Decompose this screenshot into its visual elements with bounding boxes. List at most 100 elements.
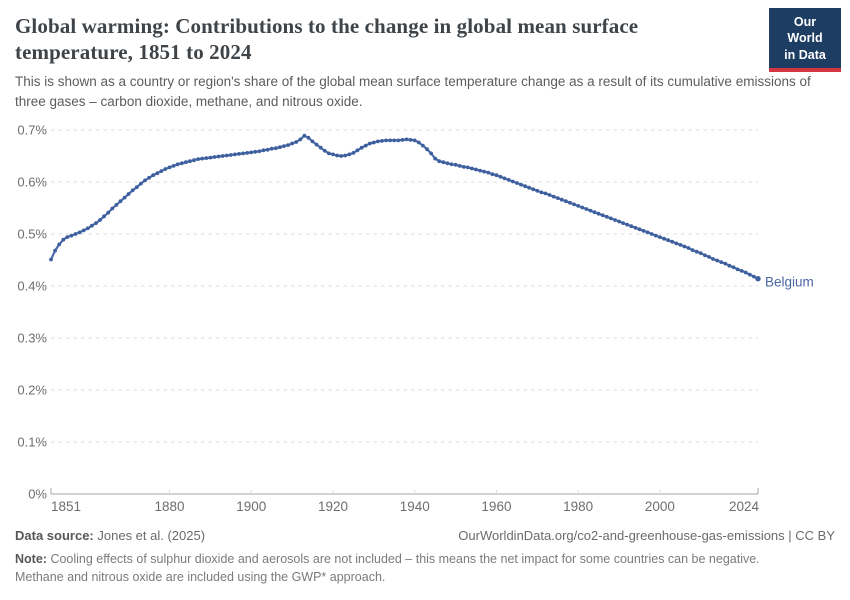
data-point[interactable] bbox=[294, 140, 299, 144]
data-point[interactable] bbox=[609, 216, 613, 221]
data-point[interactable] bbox=[739, 269, 744, 273]
data-point[interactable] bbox=[265, 147, 270, 152]
data-point[interactable] bbox=[273, 146, 278, 151]
data-point[interactable] bbox=[318, 145, 323, 150]
data-point[interactable] bbox=[49, 257, 53, 262]
data-point[interactable] bbox=[506, 178, 511, 182]
attribution-link[interactable]: OurWorldinData.org/co2-and-greenhouse-ga… bbox=[458, 528, 835, 543]
data-point[interactable] bbox=[322, 148, 327, 153]
data-point[interactable] bbox=[151, 173, 156, 178]
data-point[interactable] bbox=[126, 192, 131, 196]
data-point[interactable] bbox=[498, 174, 503, 179]
data-point[interactable] bbox=[314, 142, 319, 147]
data-point[interactable] bbox=[188, 159, 192, 164]
data-point[interactable] bbox=[515, 181, 519, 185]
data-point[interactable] bbox=[453, 162, 458, 167]
data-point[interactable] bbox=[416, 140, 421, 145]
data-point[interactable] bbox=[253, 149, 258, 154]
data-point[interactable] bbox=[727, 263, 732, 268]
data-point[interactable] bbox=[576, 204, 581, 208]
data-point[interactable] bbox=[486, 170, 491, 175]
data-point[interactable] bbox=[85, 226, 90, 231]
data-point[interactable] bbox=[355, 148, 360, 153]
data-point[interactable] bbox=[670, 239, 675, 244]
data-point[interactable] bbox=[278, 145, 282, 150]
data-point[interactable] bbox=[588, 208, 593, 213]
data-point[interactable] bbox=[118, 199, 123, 204]
data-point[interactable] bbox=[102, 214, 106, 219]
data-point[interactable] bbox=[90, 223, 94, 228]
data-point[interactable] bbox=[641, 229, 646, 233]
data-point[interactable] bbox=[421, 143, 425, 148]
data-point[interactable] bbox=[175, 162, 180, 167]
data-point[interactable] bbox=[241, 151, 246, 156]
data-point[interactable] bbox=[731, 265, 736, 270]
data-point[interactable] bbox=[564, 199, 568, 204]
data-point[interactable] bbox=[584, 207, 589, 211]
data-point[interactable] bbox=[114, 203, 119, 207]
data-point[interactable] bbox=[617, 219, 621, 224]
data-point[interactable] bbox=[523, 184, 527, 189]
data-point[interactable] bbox=[233, 152, 237, 157]
data-point[interactable] bbox=[735, 267, 740, 272]
data-point[interactable] bbox=[653, 233, 658, 238]
data-point[interactable] bbox=[302, 133, 307, 138]
data-point[interactable] bbox=[155, 171, 160, 176]
data-point[interactable] bbox=[171, 164, 176, 168]
data-point[interactable] bbox=[384, 138, 388, 143]
data-point[interactable] bbox=[400, 138, 405, 142]
data-point[interactable] bbox=[690, 248, 695, 253]
data-point[interactable] bbox=[192, 158, 196, 163]
data-point[interactable] bbox=[147, 175, 152, 180]
data-point[interactable] bbox=[167, 165, 172, 170]
data-point[interactable] bbox=[208, 155, 213, 160]
data-point[interactable] bbox=[408, 138, 413, 142]
data-point[interactable] bbox=[212, 155, 217, 159]
data-point[interactable] bbox=[433, 156, 438, 161]
data-point[interactable] bbox=[572, 202, 576, 207]
data-point[interactable] bbox=[682, 244, 687, 249]
data-point[interactable] bbox=[404, 137, 409, 142]
data-point[interactable] bbox=[73, 232, 78, 236]
data-point[interactable] bbox=[224, 153, 229, 158]
data-point[interactable] bbox=[367, 141, 372, 146]
data-point[interactable] bbox=[703, 253, 707, 258]
data-point[interactable] bbox=[335, 153, 339, 158]
data-point[interactable] bbox=[531, 187, 536, 192]
data-point[interactable] bbox=[282, 144, 286, 149]
data-point[interactable] bbox=[77, 230, 82, 235]
data-point[interactable] bbox=[286, 143, 290, 148]
data-point[interactable] bbox=[449, 162, 454, 167]
data-point[interactable] bbox=[694, 249, 699, 254]
data-point[interactable] bbox=[200, 156, 205, 161]
series-line-belgium[interactable] bbox=[49, 134, 760, 280]
data-point[interactable] bbox=[306, 135, 311, 140]
data-point[interactable] bbox=[621, 221, 625, 226]
owid-logo[interactable]: Our World in Data bbox=[769, 8, 841, 72]
data-point[interactable] bbox=[559, 197, 564, 202]
data-point[interactable] bbox=[502, 176, 507, 181]
data-point[interactable] bbox=[510, 179, 515, 184]
data-point[interactable] bbox=[396, 138, 401, 143]
data-point[interactable] bbox=[163, 167, 168, 171]
data-point[interactable] bbox=[711, 257, 715, 261]
data-point[interactable] bbox=[551, 194, 556, 199]
data-point[interactable] bbox=[474, 167, 478, 172]
data-point[interactable] bbox=[547, 193, 552, 197]
data-point[interactable] bbox=[465, 165, 470, 170]
data-point[interactable] bbox=[457, 164, 462, 168]
data-point[interactable] bbox=[376, 139, 380, 144]
data-point[interactable] bbox=[204, 156, 209, 161]
data-point[interactable] bbox=[412, 138, 417, 143]
data-point[interactable] bbox=[106, 210, 111, 215]
data-point[interactable] bbox=[633, 225, 638, 230]
data-point[interactable] bbox=[228, 153, 233, 157]
data-point[interactable] bbox=[298, 137, 303, 142]
data-point[interactable] bbox=[461, 165, 466, 169]
data-point[interactable] bbox=[359, 145, 364, 150]
data-point[interactable] bbox=[747, 272, 752, 277]
data-point[interactable] bbox=[392, 138, 397, 143]
data-point[interactable] bbox=[604, 214, 609, 219]
data-point[interactable] bbox=[343, 153, 348, 158]
data-point[interactable] bbox=[568, 200, 572, 205]
